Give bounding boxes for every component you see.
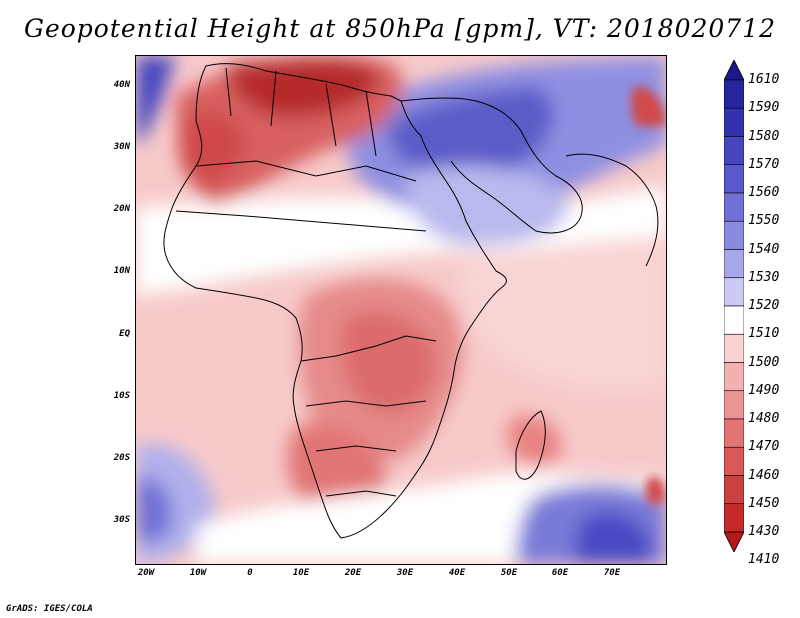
colorbar-label: 1460 bbox=[748, 467, 780, 483]
colorbar-label: 1480 bbox=[748, 411, 780, 426]
lon-label: 0 bbox=[247, 568, 253, 578]
colorbar-swatch bbox=[724, 362, 744, 392]
map-panel bbox=[135, 55, 667, 565]
lat-label: 10S bbox=[113, 391, 130, 401]
lon-label: 10W bbox=[189, 568, 207, 578]
chart-title: Geopotential Height at 850hPa [gpm], VT:… bbox=[23, 14, 777, 43]
height-shading bbox=[136, 56, 666, 564]
colorbar-swatch bbox=[724, 220, 744, 250]
height-field-map bbox=[136, 56, 666, 564]
lon-label: 10E bbox=[292, 568, 310, 578]
lon-label: 50E bbox=[500, 568, 518, 578]
colorbar-label: 1570 bbox=[748, 156, 780, 172]
colorbar-label: 1590 bbox=[748, 100, 780, 116]
colorbar-label: 1470 bbox=[748, 439, 780, 455]
colorbar-label: 1450 bbox=[748, 495, 780, 511]
lat-label: 30N bbox=[113, 142, 130, 152]
colorbar-bottom-arrow bbox=[724, 531, 744, 552]
colorbar-label: 1550 bbox=[748, 213, 780, 229]
colorbar-swatch bbox=[724, 390, 744, 420]
colorbar-swatch bbox=[724, 333, 744, 363]
colorbar-swatch bbox=[724, 446, 744, 476]
lon-label: 70E bbox=[603, 568, 621, 578]
lat-label: 40N bbox=[113, 80, 130, 90]
colorbar-swatch bbox=[724, 277, 744, 307]
lon-label: 20W bbox=[137, 568, 155, 578]
grads-credit: GrADS: IGES/COLA bbox=[6, 604, 93, 614]
lat-label: EQ bbox=[119, 329, 130, 339]
height-shading-detail bbox=[631, 86, 666, 506]
lon-label: 20E bbox=[344, 568, 362, 578]
colorbar bbox=[724, 60, 744, 552]
colorbar-top-arrow bbox=[724, 60, 744, 81]
colorbar-label: 1520 bbox=[748, 298, 780, 313]
colorbar-label: 1530 bbox=[748, 269, 780, 285]
coastlines bbox=[163, 63, 659, 539]
colorbar-swatch bbox=[724, 475, 744, 505]
colorbar-swatch bbox=[724, 249, 744, 279]
colorbar-label: 1490 bbox=[748, 382, 780, 398]
lon-label: 40E bbox=[448, 568, 466, 578]
lat-label: 20S bbox=[113, 453, 130, 463]
colorbar-swatch bbox=[724, 503, 744, 533]
colorbar-label: 1500 bbox=[748, 354, 780, 370]
colorbar-label: 1410 bbox=[748, 552, 780, 568]
colorbar-label: 1580 bbox=[748, 128, 780, 144]
colorbar-label: 1430 bbox=[748, 524, 780, 539]
colorbar-label: 1610 bbox=[748, 72, 780, 87]
lon-label: 60E bbox=[551, 568, 569, 578]
colorbar-swatch bbox=[724, 164, 744, 194]
colorbar-swatch bbox=[724, 192, 744, 222]
colorbar-label: 1510 bbox=[748, 326, 780, 342]
colorbar-swatch bbox=[724, 418, 744, 448]
lon-label: 30E bbox=[396, 568, 414, 578]
colorbar-swatch bbox=[724, 107, 744, 137]
colorbar-swatch bbox=[724, 79, 744, 109]
colorbar-swatch bbox=[724, 305, 744, 335]
colorbar-swatch bbox=[724, 136, 744, 166]
colorbar-label: 1540 bbox=[748, 241, 780, 257]
colorbar-label: 1560 bbox=[748, 185, 780, 200]
lat-label: 30S bbox=[113, 515, 130, 525]
lat-label: 20N bbox=[113, 204, 130, 214]
lat-label: 10N bbox=[113, 266, 130, 276]
